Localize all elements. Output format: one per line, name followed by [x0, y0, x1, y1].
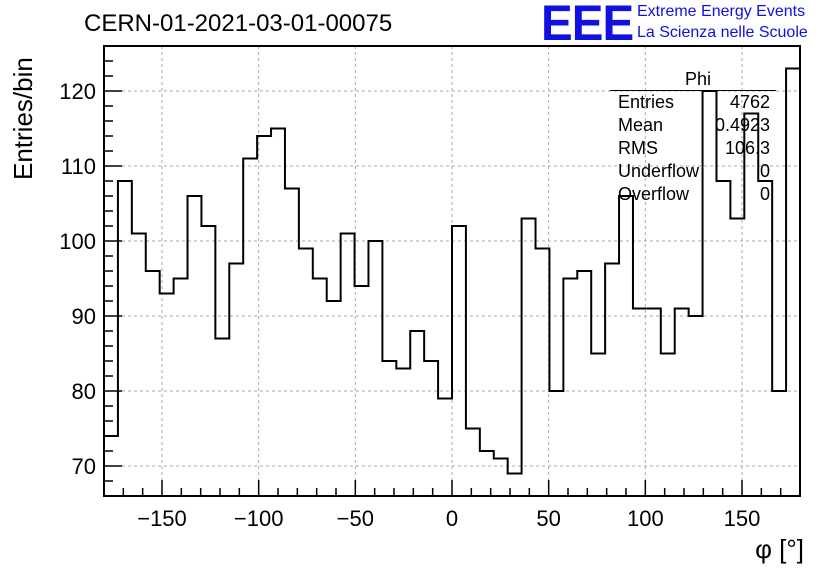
stats-value: 0	[759, 161, 770, 181]
stats-value: 0.4923	[714, 115, 770, 135]
logo-line-2: La Scienza nelle Scuole	[637, 24, 808, 41]
x-axis-title: φ [°]	[755, 534, 804, 564]
y-tick-label: 80	[72, 379, 96, 404]
stats-label: Overflow	[618, 184, 690, 204]
stats-row: Overflow 0	[610, 183, 776, 206]
x-tick-label: 150	[724, 506, 761, 531]
stats-value: 106.3	[724, 138, 770, 158]
stats-value: 4762	[729, 92, 770, 112]
y-tick-label: 90	[72, 304, 96, 329]
axis-ticks	[103, 45, 801, 497]
x-tick-label: −50	[337, 506, 374, 531]
stats-row: Underflow 0	[610, 160, 776, 183]
stats-row: RMS 106.3	[610, 137, 776, 160]
stats-title: Phi	[610, 68, 776, 91]
x-tick-label: 100	[627, 506, 664, 531]
stats-row: Mean 0.4923	[610, 114, 776, 137]
y-axis-title: Entries/bin	[8, 57, 38, 180]
stats-box: Phi Entries 4762 Mean 0.4923 RMS 106.3 U…	[610, 68, 776, 206]
y-tick-label: 110	[61, 154, 96, 179]
stats-label: Underflow	[618, 161, 700, 181]
stats-row: Entries 4762	[610, 91, 776, 114]
stats-label: Entries	[618, 92, 675, 112]
x-tick-label: 0	[446, 506, 458, 531]
histogram-outline	[104, 67, 800, 475]
stats-value: 0	[759, 184, 770, 204]
y-tick-label: 120	[59, 79, 96, 104]
logo-line-1: Extreme Energy Events	[637, 3, 806, 20]
y-tick-label: 70	[72, 454, 96, 479]
x-tick-label: 50	[536, 506, 560, 531]
eee-logo: EEE	[541, 0, 634, 51]
tick-labels: −150 −100 −50 0 50 100 150 70 80 90 100 110 120	[59, 79, 760, 531]
stats-label: Mean	[618, 115, 664, 135]
histogram-bars	[104, 67, 800, 475]
x-tick-label: −150	[137, 506, 187, 531]
stats-label: RMS	[618, 138, 658, 158]
y-tick-label: 100	[59, 229, 96, 254]
run-title: CERN-01-2021-03-01-00075	[84, 10, 393, 37]
x-tick-label: −100	[234, 506, 284, 531]
